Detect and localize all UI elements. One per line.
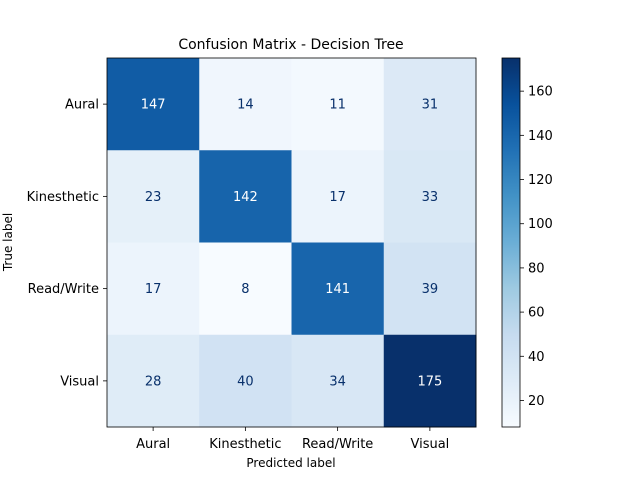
cell-value-label: 40: [237, 374, 254, 389]
colorbar-tick-label: 80: [528, 261, 545, 276]
heatmap-cell: [383, 242, 477, 336]
heatmap-cell: [291, 242, 385, 336]
cell-value-label: 141: [325, 282, 350, 297]
cell-value-label: 39: [422, 282, 439, 297]
heatmap-cell: [199, 58, 292, 151]
y-axis-label: True label: [1, 213, 15, 272]
cell-value-label: 142: [233, 190, 258, 205]
cell-value-labels: 147 14 11 31 23 142 17 33 17 8 141 39 28 40 34 175: [141, 98, 443, 390]
heatmap-cells: [107, 58, 477, 428]
colorbar-tick-label: 140: [528, 129, 553, 144]
colorbar-tick-label: 100: [528, 217, 553, 232]
cell-value-label: 17: [145, 282, 162, 297]
heatmap-cell: [383, 334, 477, 428]
colorbar-tick-label: 160: [528, 85, 553, 100]
x-tick-label: Read/Write: [302, 437, 373, 452]
cell-value-label: 147: [141, 98, 166, 113]
heatmap-cell: [107, 334, 200, 428]
heatmap-cell: [199, 150, 292, 243]
colorbar-tick-label: 60: [528, 306, 545, 321]
y-tick-label: Kinesthetic: [27, 190, 99, 205]
chart-title: Confusion Matrix - Decision Tree: [178, 37, 403, 53]
y-tick-label: Read/Write: [28, 282, 99, 297]
cell-value-label: 28: [145, 374, 162, 389]
heatmap-cell: [199, 242, 292, 336]
colorbar-tick-label: 40: [528, 350, 545, 365]
colorbar-ticks: 20 40 60 80 100 120 140 160: [520, 85, 553, 409]
heatmap-cell: [291, 150, 385, 243]
y-tick-label: Visual: [60, 374, 99, 389]
heatmap-cell: [107, 58, 200, 151]
heatmap-cell: [291, 58, 385, 151]
heatmap-cell: [107, 150, 200, 243]
heatmap-cell: [383, 150, 477, 243]
cell-value-label: 33: [422, 190, 439, 205]
cell-value-label: 8: [241, 282, 249, 297]
cell-value-label: 11: [329, 98, 346, 113]
heatmap-cell: [291, 334, 385, 428]
x-tick-label: Aural: [136, 437, 170, 452]
cell-value-label: 31: [422, 98, 439, 113]
x-axis-ticks: Aural Kinesthetic Read/Write Visual: [136, 427, 449, 452]
cell-value-label: 34: [329, 374, 346, 389]
colorbar: [501, 57, 521, 428]
x-tick-label: Kinesthetic: [209, 437, 281, 452]
heatmap-cell: [107, 242, 200, 336]
x-tick-label: Visual: [410, 437, 449, 452]
y-axis-ticks: Aural Kinesthetic Read/Write Visual: [27, 98, 107, 389]
cell-value-label: 23: [145, 190, 162, 205]
colorbar-tick-label: 20: [528, 394, 545, 409]
heatmap-cell: [383, 58, 477, 151]
plot-frame: [106, 57, 477, 428]
cell-value-label: 14: [237, 98, 254, 113]
x-axis-label: Predicted label: [246, 456, 335, 470]
y-tick-label: Aural: [65, 98, 99, 113]
cell-value-label: 17: [329, 190, 346, 205]
colorbar-tick-label: 120: [528, 173, 553, 188]
cell-value-label: 175: [417, 374, 442, 389]
heatmap-cell: [199, 334, 292, 428]
